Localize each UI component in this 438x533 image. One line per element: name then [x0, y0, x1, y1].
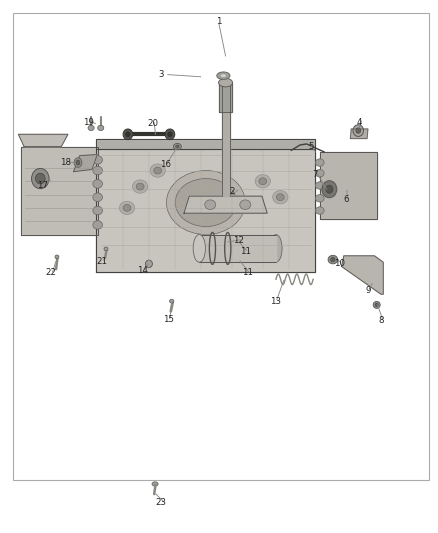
Ellipse shape: [93, 221, 102, 229]
Ellipse shape: [126, 132, 130, 137]
Ellipse shape: [173, 143, 181, 150]
Ellipse shape: [176, 145, 179, 148]
Text: 6: 6: [343, 196, 349, 204]
Ellipse shape: [136, 183, 144, 190]
Ellipse shape: [168, 132, 172, 137]
Ellipse shape: [375, 303, 378, 306]
Polygon shape: [96, 149, 315, 272]
Ellipse shape: [322, 181, 337, 198]
Text: 16: 16: [160, 160, 171, 168]
Ellipse shape: [272, 190, 288, 204]
Text: 7: 7: [313, 171, 318, 179]
Text: 8: 8: [378, 317, 384, 325]
Ellipse shape: [88, 125, 94, 131]
Ellipse shape: [315, 195, 324, 202]
Polygon shape: [184, 196, 267, 213]
Ellipse shape: [326, 185, 333, 193]
Ellipse shape: [270, 235, 282, 262]
Text: 14: 14: [137, 266, 148, 275]
Ellipse shape: [123, 129, 133, 140]
Ellipse shape: [133, 180, 148, 193]
Ellipse shape: [219, 78, 233, 87]
Ellipse shape: [328, 255, 338, 264]
Text: 2: 2: [230, 188, 235, 196]
Polygon shape: [21, 147, 98, 235]
Ellipse shape: [165, 129, 175, 140]
Polygon shape: [74, 155, 97, 172]
Ellipse shape: [74, 158, 82, 167]
Ellipse shape: [104, 247, 108, 251]
Text: 3: 3: [159, 70, 164, 79]
Ellipse shape: [93, 206, 102, 215]
Ellipse shape: [166, 171, 245, 235]
Ellipse shape: [93, 180, 102, 188]
Ellipse shape: [98, 125, 104, 131]
Ellipse shape: [119, 201, 135, 215]
Ellipse shape: [170, 300, 174, 303]
Polygon shape: [219, 83, 232, 112]
Ellipse shape: [259, 178, 267, 184]
Text: 22: 22: [45, 269, 56, 277]
Ellipse shape: [315, 207, 324, 214]
Ellipse shape: [315, 169, 324, 177]
Ellipse shape: [205, 200, 215, 209]
Ellipse shape: [276, 193, 284, 200]
Ellipse shape: [123, 205, 131, 211]
Ellipse shape: [145, 260, 152, 268]
Polygon shape: [320, 152, 377, 219]
Bar: [13, 13, 429, 480]
Polygon shape: [342, 256, 383, 294]
Text: 20: 20: [147, 119, 158, 128]
Text: 19: 19: [83, 118, 94, 127]
Text: 18: 18: [60, 158, 71, 167]
Text: 11: 11: [242, 269, 253, 277]
Polygon shape: [350, 129, 368, 139]
Ellipse shape: [255, 174, 270, 188]
Polygon shape: [18, 134, 68, 147]
Ellipse shape: [152, 482, 158, 486]
Ellipse shape: [154, 167, 162, 174]
Ellipse shape: [315, 159, 324, 166]
Text: 13: 13: [269, 297, 281, 305]
Ellipse shape: [373, 302, 380, 308]
Text: 11: 11: [240, 247, 251, 256]
Text: 12: 12: [233, 237, 244, 245]
Text: 4: 4: [357, 118, 362, 127]
Ellipse shape: [193, 235, 205, 262]
Text: 10: 10: [334, 260, 345, 268]
Polygon shape: [222, 85, 230, 196]
Ellipse shape: [93, 166, 102, 175]
Ellipse shape: [217, 72, 230, 79]
Polygon shape: [96, 139, 315, 149]
Ellipse shape: [35, 173, 45, 184]
Ellipse shape: [240, 200, 251, 209]
Ellipse shape: [32, 168, 49, 189]
Text: 15: 15: [163, 316, 174, 324]
Text: 17: 17: [37, 181, 49, 190]
Ellipse shape: [93, 193, 102, 201]
Ellipse shape: [150, 164, 166, 177]
Ellipse shape: [220, 74, 227, 78]
Text: 23: 23: [155, 498, 167, 506]
Ellipse shape: [76, 160, 80, 165]
Text: 9: 9: [365, 286, 371, 295]
Ellipse shape: [356, 128, 360, 133]
Ellipse shape: [315, 182, 324, 189]
Ellipse shape: [175, 179, 237, 227]
Text: 21: 21: [96, 257, 107, 265]
Ellipse shape: [55, 255, 59, 259]
Ellipse shape: [93, 156, 102, 164]
Text: 5: 5: [308, 142, 314, 151]
Ellipse shape: [353, 125, 364, 136]
Polygon shape: [199, 235, 276, 262]
Text: 1: 1: [216, 17, 222, 26]
Ellipse shape: [331, 257, 335, 262]
